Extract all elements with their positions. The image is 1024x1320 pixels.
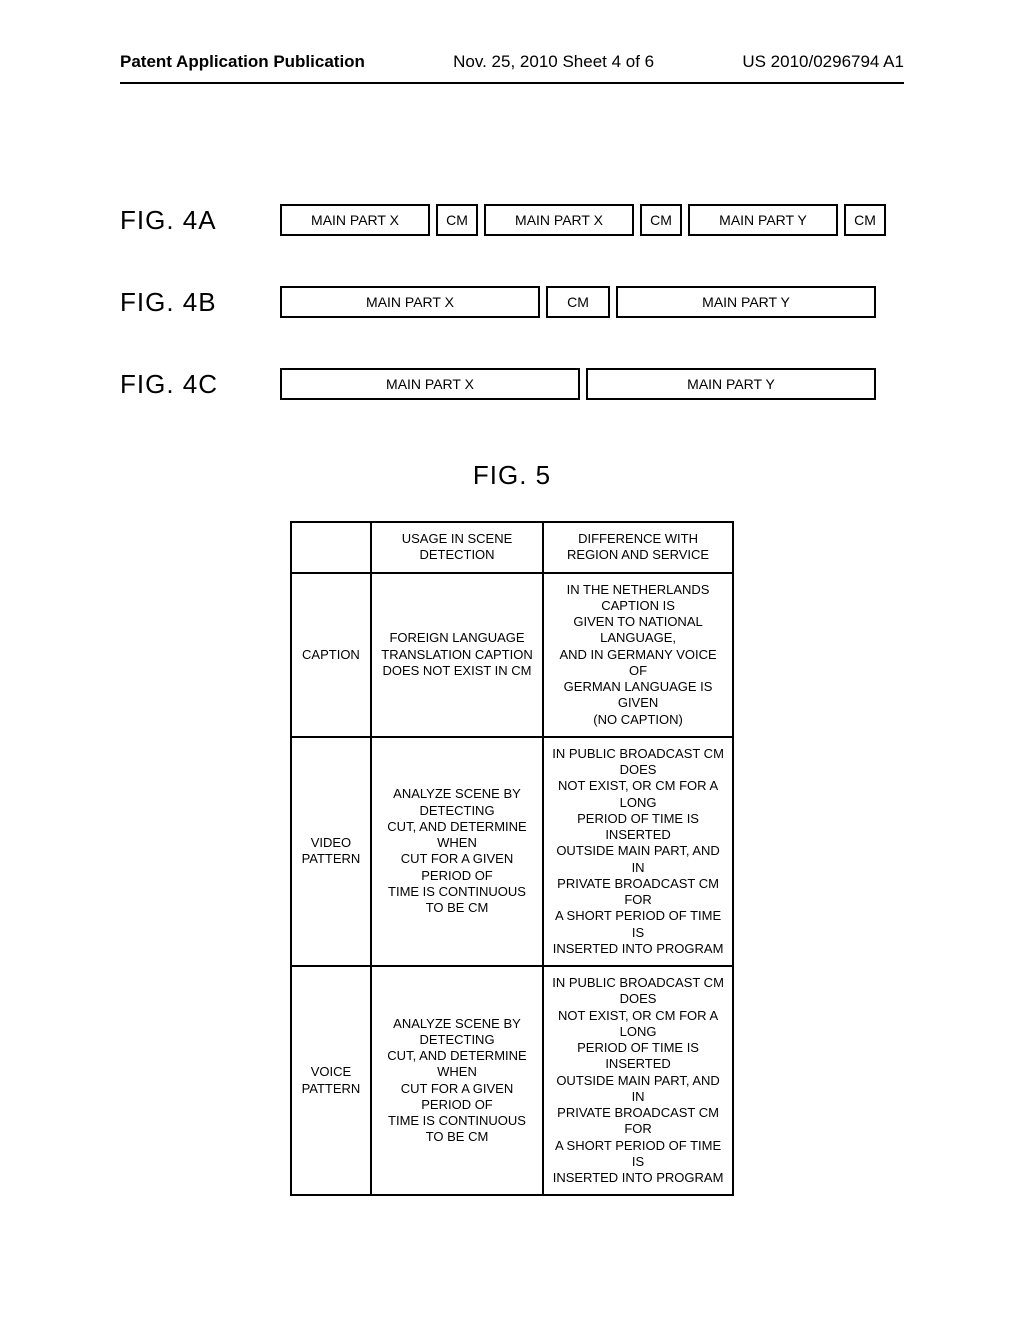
cell-usage: FOREIGN LANGUAGETRANSLATION CAPTIONDOES … <box>371 573 543 737</box>
row-header: VIDEOPATTERN <box>291 737 371 966</box>
row-header: VOICEPATTERN <box>291 966 371 1195</box>
col-header-diff: DIFFERENCE WITHREGION AND SERVICE <box>543 522 733 573</box>
timeline-segment: CM <box>436 204 478 236</box>
fig-4c-label: FIG. 4C <box>120 369 280 400</box>
timeline-segment: CM <box>546 286 610 318</box>
col-header-usage: USAGE IN SCENE DETECTION <box>371 522 543 573</box>
timeline-segment: MAIN PART X <box>280 286 540 318</box>
fig-5-table: USAGE IN SCENE DETECTION DIFFERENCE WITH… <box>290 521 734 1196</box>
cell-diff: IN PUBLIC BROADCAST CM DOESNOT EXIST, OR… <box>543 966 733 1195</box>
table-corner-cell <box>291 522 371 573</box>
fig-4c-timeline: MAIN PART XMAIN PART Y <box>280 368 904 400</box>
row-header: CAPTION <box>291 573 371 737</box>
fig-5-table-wrap: USAGE IN SCENE DETECTION DIFFERENCE WITH… <box>120 521 904 1196</box>
fig-4a-row: FIG. 4A MAIN PART XCMMAIN PART XCMMAIN P… <box>120 204 904 236</box>
table-row: VOICEPATTERNANALYZE SCENE BY DETECTINGCU… <box>291 966 733 1195</box>
header-right: US 2010/0296794 A1 <box>742 52 904 72</box>
header-center: Nov. 25, 2010 Sheet 4 of 6 <box>453 52 654 72</box>
timeline-segment: MAIN PART Y <box>616 286 876 318</box>
timeline-segment: MAIN PART X <box>484 204 634 236</box>
fig-4b-label: FIG. 4B <box>120 287 280 318</box>
cell-diff: IN PUBLIC BROADCAST CM DOESNOT EXIST, OR… <box>543 737 733 966</box>
page-header: Patent Application Publication Nov. 25, … <box>0 0 1024 82</box>
timeline-segment: CM <box>844 204 886 236</box>
header-left: Patent Application Publication <box>120 52 365 72</box>
timeline-segment: MAIN PART Y <box>586 368 876 400</box>
fig-4c-row: FIG. 4C MAIN PART XMAIN PART Y <box>120 368 904 400</box>
cell-diff: IN THE NETHERLANDS CAPTION ISGIVEN TO NA… <box>543 573 733 737</box>
cell-usage: ANALYZE SCENE BY DETECTINGCUT, AND DETER… <box>371 737 543 966</box>
fig-4b-row: FIG. 4B MAIN PART XCMMAIN PART Y <box>120 286 904 318</box>
fig-4a-timeline: MAIN PART XCMMAIN PART XCMMAIN PART YCM <box>280 204 904 236</box>
fig-4b-timeline: MAIN PART XCMMAIN PART Y <box>280 286 904 318</box>
timeline-segment: MAIN PART X <box>280 204 430 236</box>
timeline-segment: CM <box>640 204 682 236</box>
cell-usage: ANALYZE SCENE BY DETECTINGCUT, AND DETER… <box>371 966 543 1195</box>
timeline-segment: MAIN PART X <box>280 368 580 400</box>
fig-5-title: FIG. 5 <box>120 460 904 491</box>
table-row: VIDEOPATTERNANALYZE SCENE BY DETECTINGCU… <box>291 737 733 966</box>
fig-4a-label: FIG. 4A <box>120 205 280 236</box>
table-row: CAPTIONFOREIGN LANGUAGETRANSLATION CAPTI… <box>291 573 733 737</box>
timeline-segment: MAIN PART Y <box>688 204 838 236</box>
figures-area: FIG. 4A MAIN PART XCMMAIN PART XCMMAIN P… <box>0 84 1024 1196</box>
table-header-row: USAGE IN SCENE DETECTION DIFFERENCE WITH… <box>291 522 733 573</box>
